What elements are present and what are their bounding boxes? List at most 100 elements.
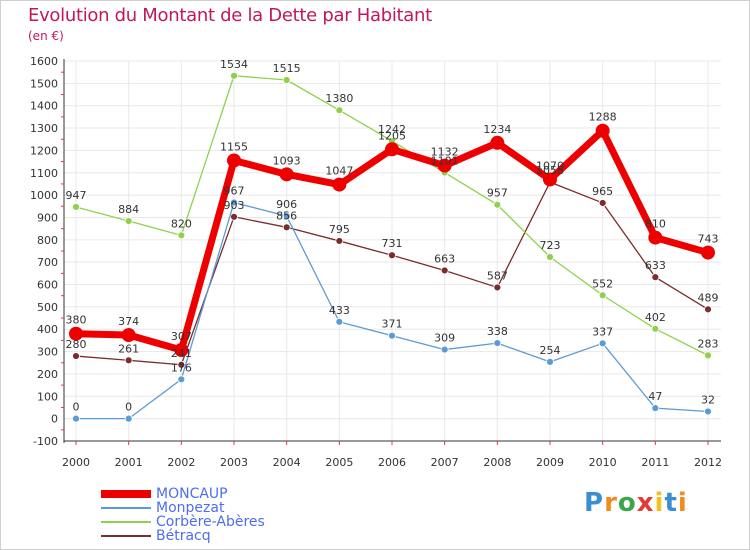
y-tick-label: 1500 <box>30 77 58 90</box>
data-label-betracq: 856 <box>276 209 297 222</box>
x-tick-label: 2010 <box>589 456 617 469</box>
data-label-betracq: 633 <box>645 259 666 272</box>
data-point-monpezat <box>335 317 344 326</box>
data-label-moncaup: 1205 <box>378 129 406 142</box>
data-point-corbere-aberes <box>546 253 554 261</box>
data-point-monpezat <box>388 331 396 340</box>
data-point-monpezat <box>124 414 133 423</box>
y-tick-label: 700 <box>37 256 58 269</box>
data-label-corbere-aberes: 1515 <box>273 62 301 75</box>
legend-label-betracq: Bétracq <box>156 528 211 544</box>
legend-label-corbere-aberes: Corbère-Abères <box>156 514 265 530</box>
data-point-betracq <box>282 223 291 232</box>
data-point-monpezat <box>493 339 502 347</box>
data-label-betracq: 731 <box>382 237 403 250</box>
legend-label-moncaup: MONCAUP <box>156 486 228 502</box>
data-label-monpezat: 176 <box>171 361 192 374</box>
data-label-moncaup: 380 <box>66 314 87 327</box>
x-tick-label: 2008 <box>483 456 511 469</box>
y-tick-label: 400 <box>37 323 58 336</box>
y-tick-label: 100 <box>37 390 58 403</box>
data-label-betracq: 280 <box>66 338 87 351</box>
x-tick-label: 2000 <box>62 456 90 469</box>
data-label-moncaup: 307 <box>171 330 192 343</box>
data-point-betracq <box>335 237 344 245</box>
data-point-monpezat <box>72 414 80 423</box>
data-label-monpezat: 371 <box>382 318 403 331</box>
legend-swatch-moncaup <box>101 490 151 498</box>
x-tick-label: 2003 <box>220 456 248 469</box>
y-tick-label: 1000 <box>30 189 58 202</box>
data-label-moncaup: 1070 <box>536 159 564 172</box>
data-point-betracq <box>440 266 449 275</box>
logo-letter: i <box>654 488 665 518</box>
data-point-moncaup <box>595 123 610 138</box>
data-label-corbere-aberes: 957 <box>487 187 508 200</box>
data-point-corbere-aberes <box>651 324 660 333</box>
x-tick-label: 2007 <box>431 456 459 469</box>
data-label-betracq: 965 <box>592 185 613 198</box>
data-label-monpezat: 967 <box>224 184 245 197</box>
data-point-moncaup <box>648 230 663 245</box>
x-tick-label: 2001 <box>115 456 143 469</box>
data-label-monpezat: 47 <box>648 390 662 403</box>
y-tick-label: 300 <box>37 346 58 359</box>
data-label-betracq: 587 <box>487 269 508 282</box>
x-tick-label: 2005 <box>325 456 353 469</box>
data-label-betracq: 261 <box>118 342 139 355</box>
x-tick-label: 2011 <box>641 456 669 469</box>
data-label-corbere-aberes: 552 <box>592 277 613 290</box>
data-label-moncaup: 1132 <box>431 146 459 159</box>
data-point-betracq <box>651 273 660 282</box>
y-tick-label: 1300 <box>30 122 58 135</box>
data-label-moncaup: 1155 <box>220 140 248 153</box>
y-tick-label: 500 <box>37 301 58 314</box>
data-label-corbere-aberes: 1242 <box>378 123 406 136</box>
data-label-moncaup: 810 <box>645 218 666 231</box>
data-point-corbere-aberes <box>704 351 712 360</box>
data-point-moncaup <box>332 177 347 192</box>
data-label-betracq: 903 <box>224 199 245 212</box>
data-point-monpezat <box>230 198 238 207</box>
data-point-corbere-aberes <box>230 71 238 80</box>
x-tick-label: 2012 <box>694 456 722 469</box>
data-point-monpezat <box>440 345 449 354</box>
data-label-moncaup: 743 <box>698 233 719 246</box>
data-point-betracq <box>230 212 238 221</box>
logo-letter: x <box>636 488 655 518</box>
logo-letter: i <box>677 488 688 518</box>
data-point-moncaup <box>385 142 399 157</box>
data-label-betracq: 795 <box>329 223 350 236</box>
data-point-corbere-aberes <box>72 203 80 211</box>
y-tick-label: 600 <box>37 279 58 292</box>
y-tick-label: 800 <box>37 234 58 247</box>
data-label-corbere-aberes: 820 <box>171 217 192 230</box>
data-label-moncaup: 374 <box>118 315 139 328</box>
data-point-corbere-aberes <box>177 231 186 240</box>
data-point-moncaup <box>121 328 136 343</box>
data-label-monpezat: 433 <box>329 304 350 317</box>
data-label-corbere-aberes: 947 <box>66 189 87 202</box>
data-point-moncaup <box>279 167 294 182</box>
data-label-monpezat: 338 <box>487 325 508 338</box>
data-label-betracq: 663 <box>434 252 455 265</box>
data-point-betracq <box>124 356 133 365</box>
data-label-betracq: 1058 <box>536 164 564 177</box>
data-label-corbere-aberes: 1101 <box>431 155 459 168</box>
data-label-betracq: 489 <box>698 291 719 304</box>
data-label-corbere-aberes: 283 <box>698 337 719 350</box>
y-tick-label: 1200 <box>30 144 58 157</box>
data-point-moncaup <box>490 135 505 150</box>
data-point-corbere-aberes <box>493 200 502 209</box>
data-point-betracq <box>388 251 396 260</box>
data-point-monpezat <box>598 339 607 348</box>
data-label-monpezat: 32 <box>701 393 715 406</box>
y-tick-label: 900 <box>37 211 58 224</box>
data-label-moncaup: 1288 <box>589 111 617 124</box>
logo-letter: P <box>584 488 605 518</box>
data-label-corbere-aberes: 884 <box>118 203 139 216</box>
y-tick-label: -100 <box>33 435 58 448</box>
logo-letter: o <box>617 488 637 518</box>
